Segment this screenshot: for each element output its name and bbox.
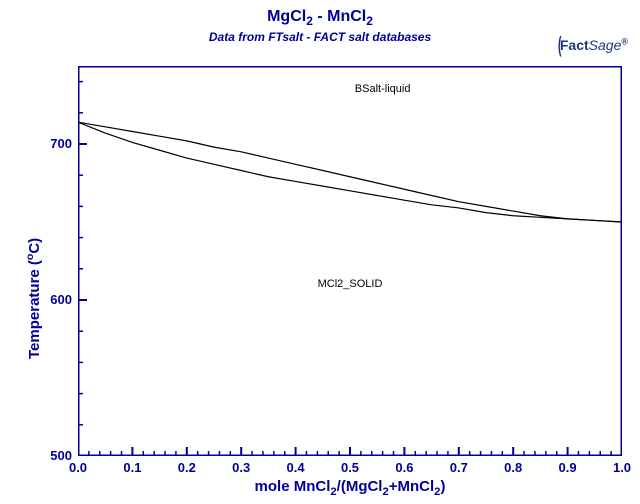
x-tick-label: 0.2 [178,460,196,475]
x-tick-label: 0.4 [287,460,305,475]
region-label: BSalt-liquid [355,83,411,95]
title-line2: Data from FTsalt - FACT salt databases [0,30,640,44]
y-tick-label: 600 [40,292,72,307]
factsage-logo: (FactSage® [556,30,628,56]
x-tick-label: 0.9 [559,460,577,475]
y-tick-label: 500 [40,448,72,463]
curve-solidus [78,122,622,222]
x-tick-label: 0.1 [123,460,141,475]
logo-sage: Sage [589,37,622,53]
curve-liquidus [78,122,622,222]
x-axis-label: mole MnCl2/(MgCl2+MnCl2) [78,478,622,498]
x-tick-label: 0.3 [232,460,250,475]
x-tick-label: 0.6 [395,460,413,475]
x-tick-label: 1.0 [613,460,631,475]
y-tick-label: 700 [40,136,72,151]
title-line1: MgCl2 - MnCl2 [0,8,640,28]
phase-diagram-plot [78,66,622,456]
x-tick-label: 0.5 [341,460,359,475]
title-block: MgCl2 - MnCl2 Data from FTsalt - FACT sa… [0,8,640,44]
x-tick-label: 0.7 [450,460,468,475]
x-tick-label: 0.8 [504,460,522,475]
region-label: MCl2_SOLID [318,278,383,290]
logo-fact: Fact [560,37,589,53]
logo-reg: ® [621,36,628,46]
